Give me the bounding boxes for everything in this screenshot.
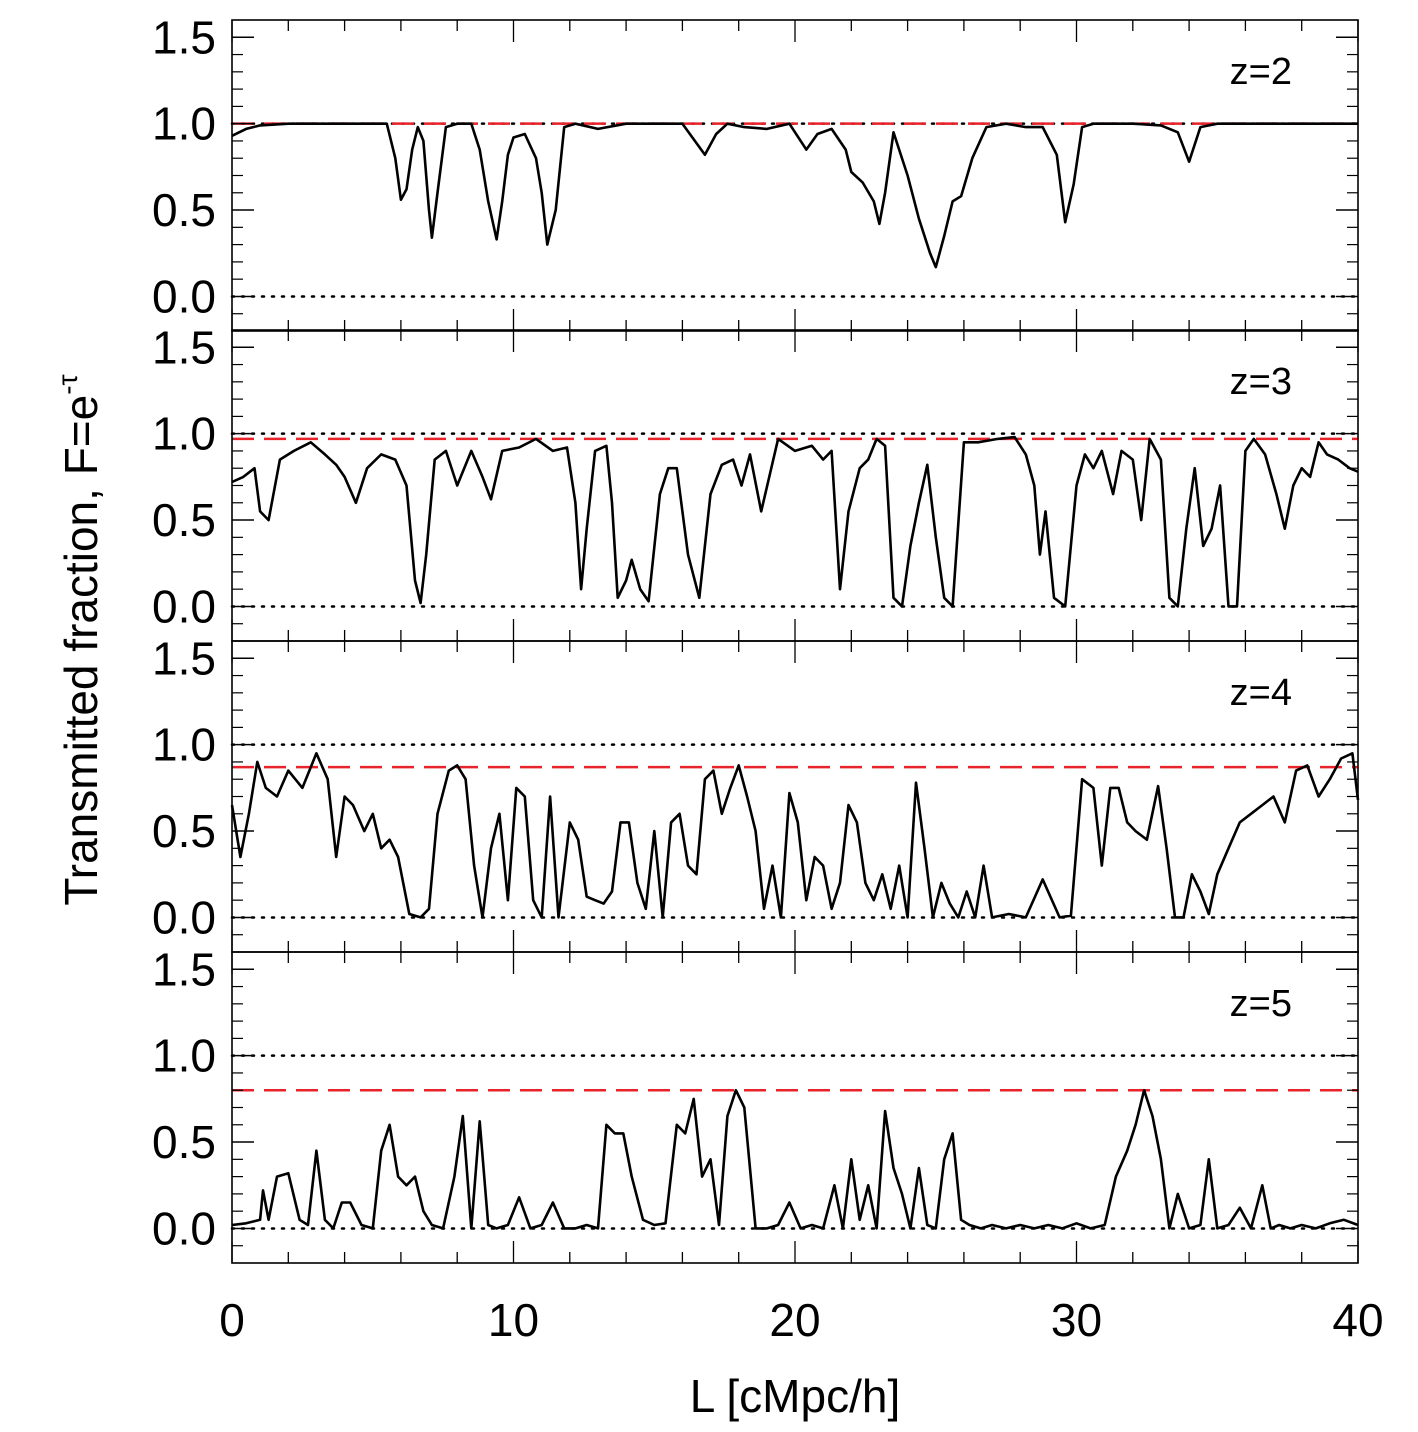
svg-text:Transmitted fraction, F=e-τ: Transmitted fraction, F=e-τ	[52, 374, 107, 905]
x-tick-label: 10	[488, 1294, 539, 1346]
panel-3: 0.0 0.5 1.0 1.5 z=4	[152, 632, 1360, 953]
y-axis-title: Transmitted fraction, F=e-τ	[52, 374, 107, 905]
panel-2: 0.0 0.5 1.0 1.5 z=3	[152, 321, 1360, 642]
x-tick-label: 0	[219, 1294, 245, 1346]
x-tick-labels: 0 10 20 30 40	[219, 1294, 1383, 1346]
y-tick-label: 0.0	[152, 891, 216, 943]
x-tick-label: 40	[1332, 1294, 1383, 1346]
panel-label: z=2	[1230, 51, 1292, 93]
x-axis-title: L [cMpc/h]	[690, 1370, 900, 1422]
flux-series-line	[231, 1088, 1359, 1230]
flux-series-line	[230, 751, 1360, 919]
y-tick-label: 0.5	[152, 184, 216, 236]
panel-4: 0.0 0.5 1.0 1.5 z=5	[152, 943, 1360, 1264]
panel-label: z=4	[1230, 672, 1292, 714]
panel-frame	[231, 640, 1359, 953]
flux-series-line	[231, 435, 1359, 608]
y-tick-label: 0.0	[152, 270, 216, 322]
x-tick-label: 20	[769, 1294, 820, 1346]
y-tick-label: 1.5	[152, 11, 216, 63]
panel-frame	[231, 329, 1359, 642]
y-tick-label: 1.0	[152, 408, 216, 460]
y-tick-label: 1.0	[152, 719, 216, 771]
y-tick-label: 0.0	[152, 580, 216, 632]
y-tick-label: 1.0	[152, 1030, 216, 1082]
panel-label: z=5	[1230, 983, 1292, 1025]
panel-1: 0.0 0.5 1.0 1.5 z=2	[152, 11, 1360, 332]
y-axis-title-superscript: -τ	[52, 374, 83, 394]
panel-label: z=3	[1230, 361, 1292, 403]
y-tick-label: 1.5	[152, 632, 216, 684]
x-tick-label: 30	[1051, 1294, 1102, 1346]
y-tick-label: 0.0	[152, 1202, 216, 1254]
flux-series-line	[231, 122, 1358, 269]
y-axis-title-main: Transmitted fraction, F=e	[55, 395, 107, 906]
y-tick-label: 1.0	[152, 98, 216, 150]
y-tick-label: 0.5	[152, 1116, 216, 1168]
panels-layer: 0.0 0.5 1.0 1.5 z=2 0.0 0.5 1.0 1.5 z=3 0.0 0.5 1.0 1…	[152, 11, 1360, 1264]
panel-frame	[231, 19, 1359, 332]
y-tick-label: 1.5	[152, 321, 216, 373]
y-tick-label: 1.5	[152, 943, 216, 995]
y-tick-label: 0.5	[152, 805, 216, 857]
y-tick-label: 0.5	[152, 494, 216, 546]
